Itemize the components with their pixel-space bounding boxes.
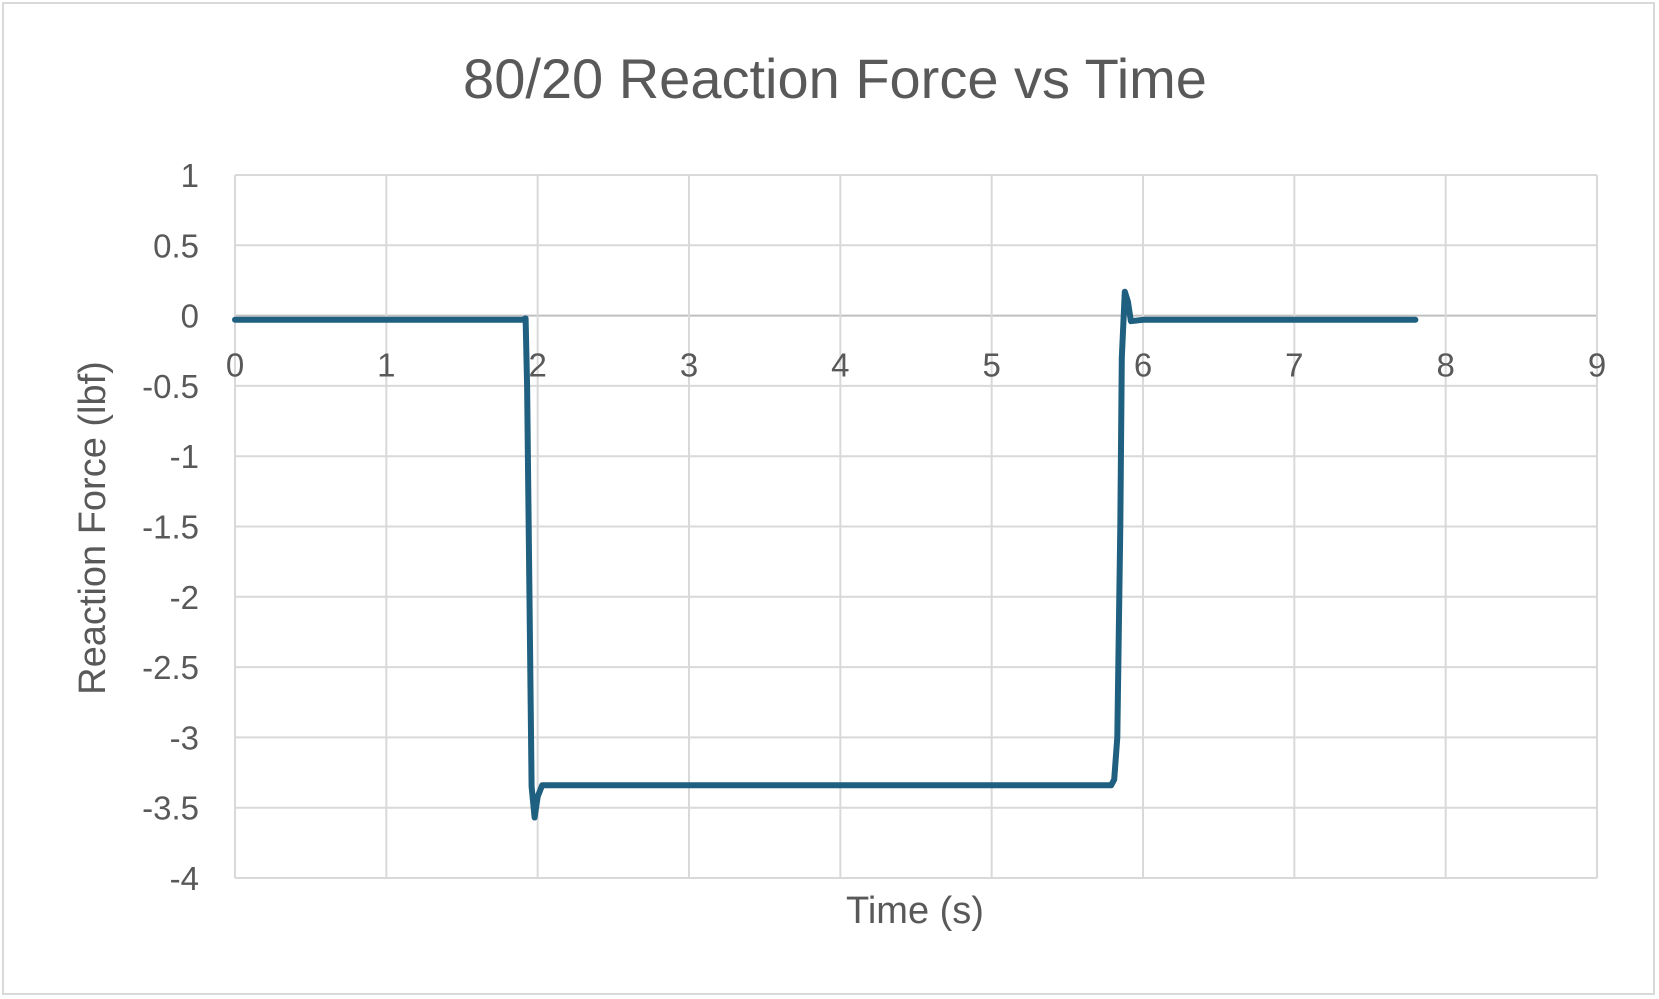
y-tick-label: -2 — [170, 579, 199, 616]
x-tick-label: 4 — [831, 347, 849, 384]
y-tick-label: 0 — [181, 298, 199, 335]
y-tick-label: -2.5 — [142, 649, 199, 686]
y-axis-ticks: 1 0.5 0 -0.5 -1 -1.5 -2 -2.5 -3 -3.5 -4 — [142, 157, 199, 897]
y-tick-label: 0.5 — [153, 227, 199, 264]
x-axis-title: Time (s) — [846, 890, 984, 932]
x-tick-label: 5 — [982, 347, 1000, 384]
line-chart: 80/20 Reaction Force vs Time 1 0.5 0 -0.5 -1… — [72, 47, 1606, 932]
y-tick-label: -4 — [170, 860, 199, 897]
y-tick-label: -1 — [170, 438, 199, 475]
x-tick-label: 7 — [1285, 347, 1303, 384]
y-tick-label: -3.5 — [142, 790, 199, 827]
y-tick-label: -0.5 — [142, 368, 199, 405]
chart-title: 80/20 Reaction Force vs Time — [463, 47, 1207, 110]
y-axis-title: Reaction Force (lbf) — [72, 361, 114, 695]
x-tick-label: 1 — [377, 347, 395, 384]
grid — [234, 174, 1598, 879]
x-tick-label: 6 — [1134, 347, 1152, 384]
y-tick-label: -1.5 — [142, 509, 199, 546]
x-tick-label: 8 — [1436, 347, 1454, 384]
x-tick-label: 0 — [226, 347, 244, 384]
series-layer — [232, 288, 1419, 821]
x-axis-ticks: 0 1 2 3 4 5 6 7 8 9 — [226, 347, 1606, 384]
x-tick-label: 9 — [1588, 347, 1606, 384]
x-tick-label: 3 — [680, 347, 698, 384]
series-line-0 — [232, 288, 1419, 821]
y-tick-label: -3 — [170, 719, 199, 756]
x-tick-label: 2 — [528, 347, 546, 384]
y-tick-label: 1 — [181, 157, 199, 194]
